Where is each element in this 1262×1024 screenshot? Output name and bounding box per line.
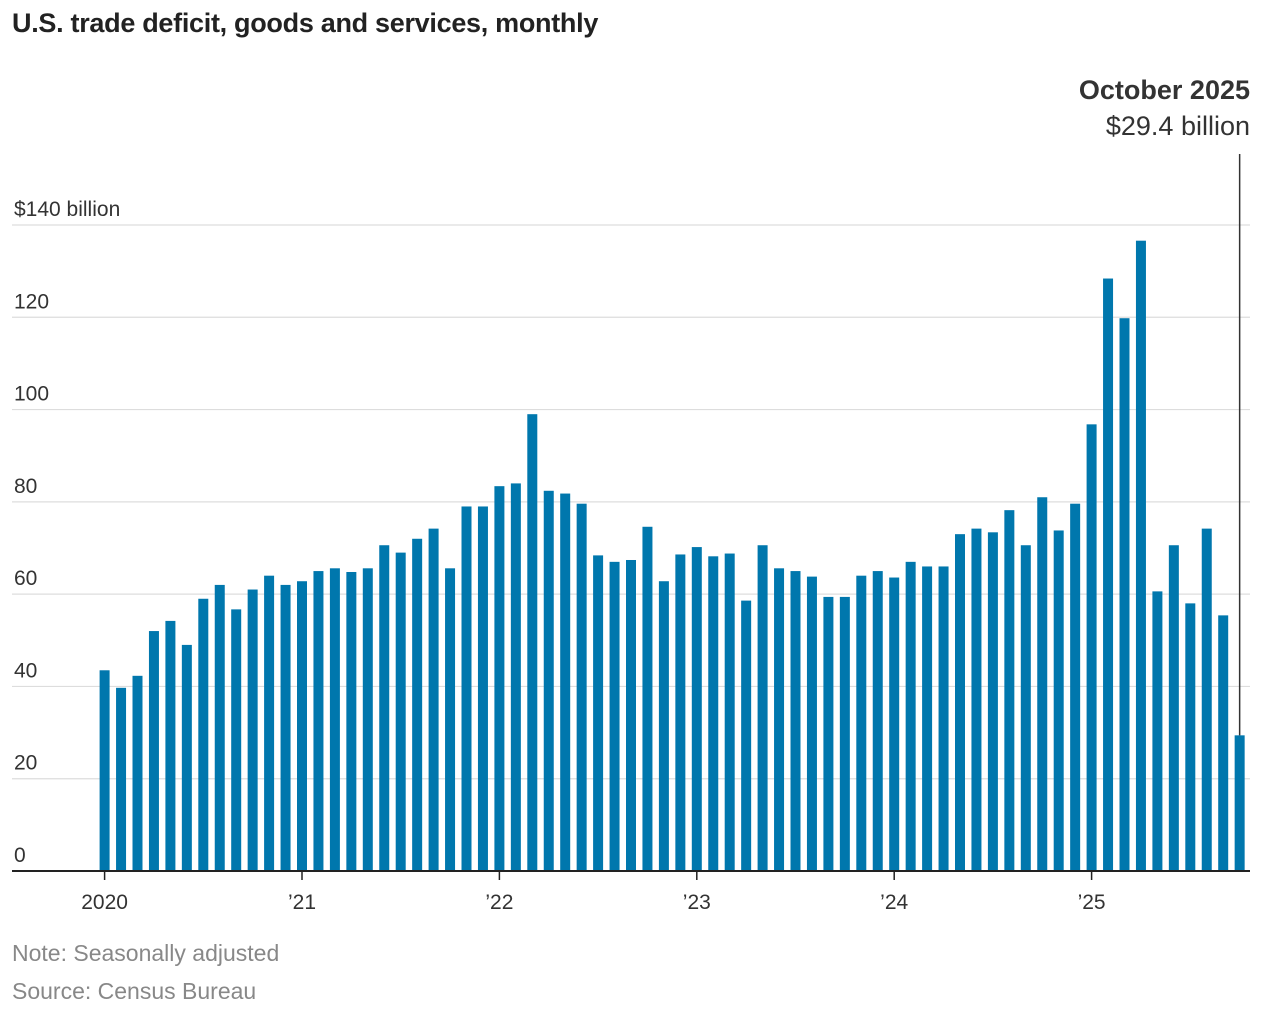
bar-2021-12: [477, 506, 488, 871]
y-tick-label: 60: [14, 567, 37, 590]
y-tick-label: $140 billion: [14, 198, 120, 221]
y-tick-label: 40: [14, 659, 37, 682]
x-tick-label: ’22: [485, 891, 513, 914]
bar-2025-04: [1135, 240, 1146, 871]
x-tick-label: 2020: [81, 891, 128, 914]
callout: October 2025 $29.4 billion: [1079, 75, 1250, 736]
bar-2020-03: [132, 675, 143, 871]
bar-2024-03: [922, 566, 933, 871]
bar-2025-02: [1103, 278, 1114, 871]
bar-2021-11: [461, 506, 472, 871]
bar-2020-06: [181, 644, 192, 871]
bar-2020-11: [264, 575, 275, 871]
bar-2020-09: [231, 609, 242, 871]
bar-2023-07: [790, 571, 801, 871]
bar-2021-01: [297, 581, 307, 871]
bar-2020-05: [165, 620, 176, 871]
bar-2023-05: [757, 545, 768, 871]
x-tick-label: ’24: [880, 891, 908, 914]
bar-2022-06: [576, 503, 587, 871]
bar-2022-07: [593, 555, 604, 871]
chart-note: Note: Seasonally adjusted: [12, 940, 280, 966]
bar-2025-09: [1218, 615, 1229, 871]
bar-2024-05: [955, 534, 965, 871]
y-tick-label: 120: [14, 290, 49, 313]
bar-2020-08: [214, 584, 225, 871]
bar-2021-06: [379, 545, 390, 871]
bar-2022-11: [658, 581, 669, 871]
bar-2023-01: [691, 547, 702, 871]
chart-title: U.S. trade deficit, goods and services, …: [12, 8, 599, 38]
y-tick-label: 20: [14, 752, 37, 775]
y-tick-label: 0: [14, 844, 26, 867]
bar-2021-03: [329, 568, 340, 871]
bar-2022-05: [560, 493, 571, 871]
bar-2023-09: [823, 596, 834, 871]
bar-2021-10: [445, 568, 456, 871]
bar-2022-02: [510, 483, 521, 871]
bar-2024-10: [1037, 497, 1048, 871]
bar-2024-07: [987, 532, 998, 871]
callout-label: October 2025: [1079, 75, 1250, 105]
bar-2022-03: [527, 414, 538, 871]
bar-2021-08: [412, 538, 423, 871]
bar-2021-07: [395, 552, 406, 871]
bar-2025-08: [1201, 528, 1212, 871]
bar-2023-03: [724, 553, 735, 871]
bar-2025-07: [1185, 603, 1196, 871]
bar-2022-01: [494, 486, 505, 871]
x-tick-label: ’25: [1078, 891, 1106, 914]
bar-2021-02: [313, 571, 324, 871]
bar-2023-02: [708, 556, 719, 871]
bar-2025-05: [1152, 591, 1163, 871]
bar-2025-03: [1119, 318, 1130, 871]
bar-2024-12: [1070, 503, 1081, 871]
bar-2022-09: [626, 559, 636, 871]
bar-2020-07: [198, 598, 209, 871]
bar-2024-06: [971, 528, 982, 871]
bar-2024-11: [1053, 530, 1064, 871]
bar-2024-04: [938, 566, 949, 871]
bar-2021-04: [346, 571, 357, 871]
bar-2024-08: [1004, 510, 1015, 871]
bar-2023-08: [806, 576, 817, 871]
bar-2020-04: [148, 631, 159, 871]
axes: 0 20 40 60 80 100 120 $140 billion 2020 ’21 ’22 ’23…: [12, 198, 1250, 914]
bars: [99, 240, 1245, 871]
chart-source: Source: Census Bureau: [12, 978, 257, 1004]
y-tick-label: 80: [14, 475, 37, 498]
bar-2023-11: [856, 575, 867, 871]
bar-2023-04: [741, 600, 752, 871]
bar-2023-06: [774, 568, 785, 871]
bar-2024-02: [905, 561, 916, 871]
bar-2021-05: [362, 568, 373, 871]
bar-2022-08: [609, 561, 620, 871]
callout-value: $29.4 billion: [1106, 111, 1250, 141]
bar-2025-01: [1086, 424, 1097, 871]
bar-2022-04: [543, 490, 554, 871]
bar-2020-10: [247, 589, 258, 871]
bar-2025-06: [1168, 545, 1179, 871]
bar-2023-12: [872, 571, 883, 871]
bar-2022-12: [675, 554, 686, 871]
bar-2020-01: [99, 670, 110, 871]
y-tick-label: 100: [14, 383, 49, 406]
x-tick-label: ’23: [683, 891, 711, 914]
x-tick-label: ’21: [288, 891, 316, 914]
bar-2024-01: [889, 577, 900, 871]
bar-2025-10: [1234, 735, 1245, 871]
bar-2024-09: [1020, 545, 1031, 871]
bar-2020-12: [280, 584, 291, 871]
bar-2020-02: [116, 687, 127, 871]
bar-2021-09: [428, 528, 439, 871]
bar-2023-10: [839, 596, 850, 871]
bar-2022-10: [642, 526, 653, 871]
